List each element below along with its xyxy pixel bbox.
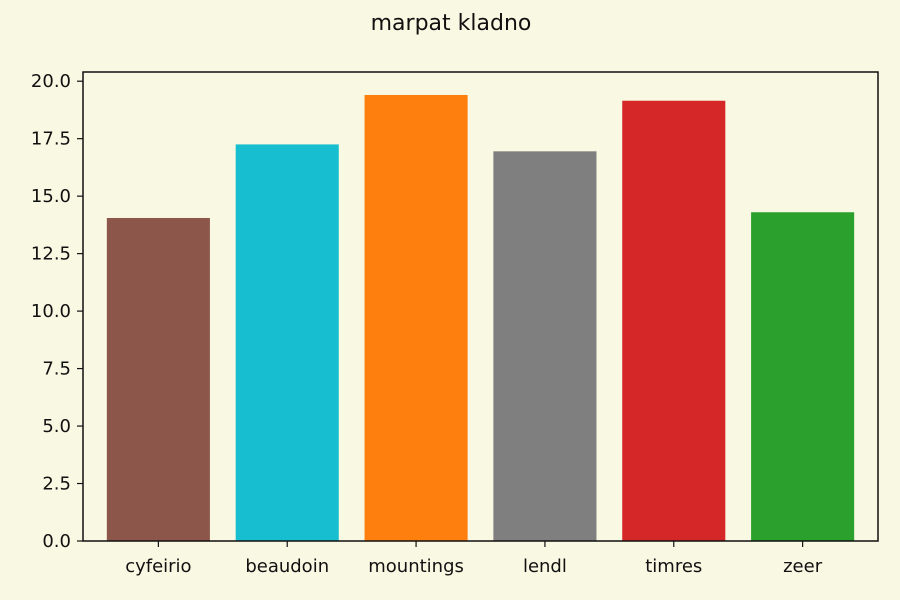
y-tick-label: 12.5 [31,244,71,265]
x-tick-label: beaudoin [245,556,329,577]
bars-group [106,94,855,542]
bar-zeer [751,212,855,542]
chart-title: marpat kladno [371,11,532,36]
y-tick-label: 20.0 [31,71,71,92]
y-axis: 0.0 2.5 5.0 7.5 10.0 12.5 15.0 17.5 20.0 [31,71,83,552]
bar-timres [622,100,726,542]
y-tick-label: 5.0 [42,416,71,437]
plot-frame [82,71,879,542]
y-tick-label: 2.5 [42,474,71,495]
y-tick-label: 0.0 [42,531,71,552]
x-tick-label: timres [645,556,702,577]
y-tick-label: 10.0 [31,301,71,322]
bar-mountings [364,94,468,541]
bar-cyfeirio [106,217,210,542]
x-tick-label: zeer [783,556,823,577]
bar-beaudoin [235,144,339,541]
bar-lendl [493,151,597,542]
x-tick-label: mountings [368,556,464,577]
y-tick-label: 7.5 [42,359,71,380]
y-tick-label: 17.5 [31,129,71,150]
x-axis: cyfeirio beaudoin mountings lendl timres zeer [125,541,823,577]
y-tick-label: 15.0 [31,186,71,207]
x-tick-label: lendl [523,556,567,577]
x-tick-label: cyfeirio [125,556,191,577]
